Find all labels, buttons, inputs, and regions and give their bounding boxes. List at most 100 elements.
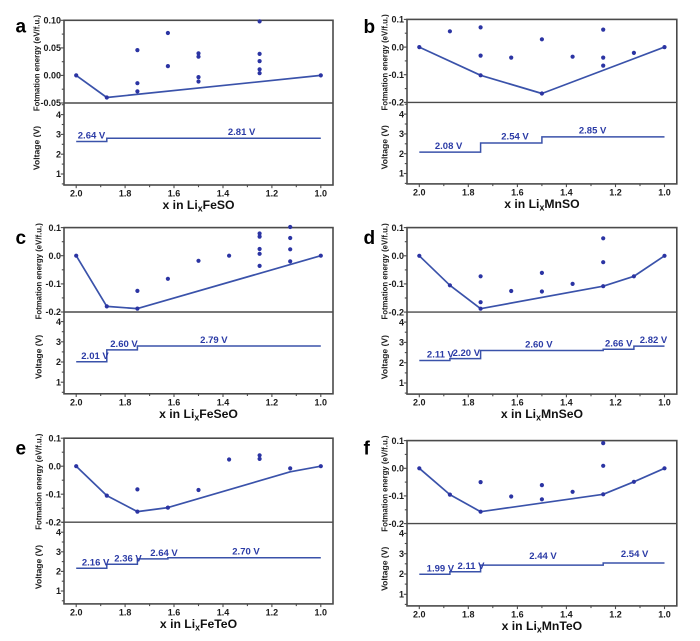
svg-text:2.70 V: 2.70 V	[232, 547, 260, 558]
svg-text:2.54 V: 2.54 V	[621, 549, 649, 560]
svg-text:2.01 V: 2.01 V	[81, 351, 109, 362]
svg-text:1.99 V: 1.99 V	[427, 563, 455, 574]
svg-text:Fotmation energy (eV/f.u.): Fotmation energy (eV/f.u.)	[33, 15, 42, 112]
svg-text:-0.1: -0.1	[45, 279, 61, 289]
svg-text:2: 2	[56, 149, 61, 159]
svg-text:e: e	[16, 439, 27, 460]
svg-text:2.66 V: 2.66 V	[605, 339, 633, 350]
svg-text:0.1: 0.1	[391, 15, 404, 25]
svg-text:1.8: 1.8	[119, 397, 132, 407]
svg-text:0.0: 0.0	[48, 461, 61, 471]
svg-text:1.6: 1.6	[168, 189, 181, 199]
svg-text:0.0: 0.0	[391, 464, 404, 474]
svg-text:3: 3	[56, 337, 61, 347]
svg-text:1.8: 1.8	[119, 607, 132, 617]
svg-text:Voltage (V): Voltage (V)	[380, 335, 390, 379]
svg-text:x in LixFeSO: x in LixFeSO	[163, 198, 235, 214]
svg-text:1.8: 1.8	[462, 398, 475, 408]
svg-text:2.0: 2.0	[70, 189, 83, 199]
svg-text:4: 4	[56, 317, 61, 327]
svg-text:0.0: 0.0	[391, 251, 404, 261]
svg-text:d: d	[364, 228, 376, 249]
svg-text:1: 1	[399, 590, 404, 600]
svg-text:1: 1	[399, 378, 404, 388]
svg-text:0.1: 0.1	[48, 223, 61, 233]
svg-text:a: a	[16, 17, 27, 38]
svg-text:1.6: 1.6	[511, 609, 524, 619]
svg-text:b: b	[364, 17, 376, 38]
svg-text:1: 1	[56, 586, 61, 596]
svg-text:2.11 V: 2.11 V	[458, 561, 486, 572]
svg-text:2.08 V: 2.08 V	[435, 141, 463, 152]
svg-text:1: 1	[399, 169, 404, 179]
svg-text:1.4: 1.4	[560, 187, 573, 197]
svg-text:2.11 V: 2.11 V	[427, 350, 455, 361]
svg-text:1.0: 1.0	[658, 609, 671, 619]
svg-text:Fotmation energy (eV/f.u.): Fotmation energy (eV/f.u.)	[381, 435, 390, 532]
svg-text:1.2: 1.2	[266, 189, 279, 199]
svg-text:2: 2	[56, 567, 61, 577]
svg-text:x in LixFeTeO: x in LixFeTeO	[160, 617, 237, 633]
svg-text:1.6: 1.6	[511, 398, 524, 408]
svg-text:-0.1: -0.1	[388, 491, 404, 501]
svg-text:2.82 V: 2.82 V	[640, 335, 668, 346]
svg-text:Voltage (V): Voltage (V)	[380, 547, 390, 591]
svg-text:1: 1	[56, 169, 61, 179]
svg-text:Fotmation energy (eV/f.u.): Fotmation energy (eV/f.u.)	[381, 223, 390, 320]
svg-text:1: 1	[56, 377, 61, 387]
svg-text:4: 4	[399, 109, 404, 119]
svg-text:0.1: 0.1	[391, 223, 404, 233]
svg-text:2.0: 2.0	[70, 397, 83, 407]
svg-text:-0.05: -0.05	[40, 98, 61, 108]
svg-text:1.4: 1.4	[560, 609, 573, 619]
svg-text:-0.2: -0.2	[388, 307, 404, 317]
svg-text:Fotmation energy (eV/f.u.): Fotmation energy (eV/f.u.)	[35, 223, 44, 320]
svg-text:2.64 V: 2.64 V	[78, 131, 106, 142]
svg-text:-0.2: -0.2	[388, 519, 404, 529]
svg-text:0.0: 0.0	[48, 251, 61, 261]
svg-text:1.2: 1.2	[266, 397, 279, 407]
svg-text:Fotmation energy (eV/f.u.): Fotmation energy (eV/f.u.)	[381, 14, 390, 111]
svg-text:2: 2	[399, 358, 404, 368]
svg-text:1.0: 1.0	[658, 187, 671, 197]
svg-text:1.0: 1.0	[315, 607, 328, 617]
svg-text:1.4: 1.4	[217, 189, 230, 199]
svg-text:0.10: 0.10	[43, 16, 61, 26]
svg-text:0.1: 0.1	[48, 433, 61, 443]
svg-text:-0.2: -0.2	[388, 98, 404, 108]
svg-text:-0.2: -0.2	[45, 517, 61, 527]
svg-text:2.44 V: 2.44 V	[529, 551, 557, 562]
svg-text:1.0: 1.0	[315, 189, 328, 199]
svg-text:Fotmation energy (eV/f.u.): Fotmation energy (eV/f.u.)	[35, 433, 44, 530]
svg-text:2.64 V: 2.64 V	[150, 548, 178, 559]
svg-text:3: 3	[399, 129, 404, 139]
svg-text:2.60 V: 2.60 V	[110, 339, 138, 350]
svg-text:f: f	[364, 439, 371, 460]
svg-text:x in LixMnSO: x in LixMnSO	[504, 197, 579, 213]
svg-text:1.6: 1.6	[511, 187, 524, 197]
svg-text:2.85 V: 2.85 V	[579, 125, 607, 136]
svg-text:2.20 V: 2.20 V	[453, 348, 481, 359]
svg-text:2.36 V: 2.36 V	[114, 553, 142, 564]
svg-text:3: 3	[56, 130, 61, 140]
svg-text:x in LixFeSeO: x in LixFeSeO	[159, 407, 238, 423]
svg-text:2.16 V: 2.16 V	[82, 557, 110, 568]
svg-text:3: 3	[399, 338, 404, 348]
svg-text:0.00: 0.00	[43, 71, 61, 81]
svg-text:4: 4	[399, 529, 404, 539]
svg-text:4: 4	[56, 527, 61, 537]
svg-text:1.8: 1.8	[119, 189, 132, 199]
svg-text:-0.1: -0.1	[388, 70, 404, 80]
svg-text:Voltage (V): Voltage (V)	[34, 335, 44, 379]
svg-text:2: 2	[399, 569, 404, 579]
svg-text:-0.1: -0.1	[388, 279, 404, 289]
svg-text:2.81 V: 2.81 V	[228, 127, 256, 138]
svg-text:1.4: 1.4	[560, 398, 573, 408]
svg-text:Voltage (V): Voltage (V)	[32, 126, 42, 170]
svg-text:1.4: 1.4	[217, 607, 230, 617]
svg-text:c: c	[16, 228, 27, 249]
svg-text:2.79 V: 2.79 V	[200, 335, 228, 346]
svg-text:3: 3	[399, 549, 404, 559]
svg-text:1.0: 1.0	[658, 398, 671, 408]
svg-text:Voltage (V): Voltage (V)	[380, 125, 390, 169]
